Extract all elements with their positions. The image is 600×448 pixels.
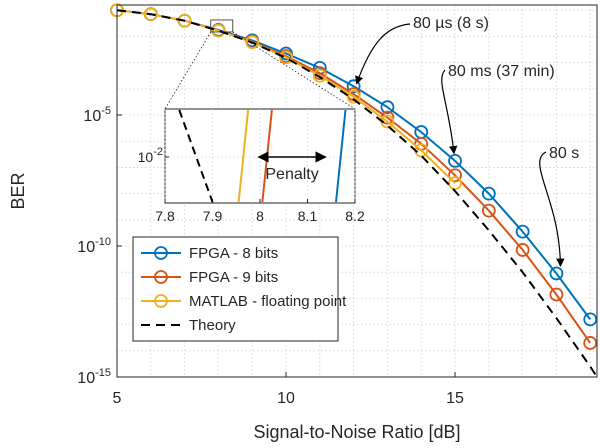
data-point-2 — [245, 35, 260, 50]
y-tick-label-exp: -5 — [101, 105, 111, 117]
y-axis-label: BER — [8, 172, 28, 209]
y-tick-label-base: 10 — [77, 239, 95, 256]
legend-label: FPGA - 9 bits — [189, 269, 278, 286]
data-point-0 — [549, 266, 564, 281]
data-point-0 — [481, 186, 496, 201]
inset-y-tick-label: 10-2 — [138, 146, 163, 165]
legend-label: Theory — [189, 317, 236, 334]
inset-x-tick-label: 7.9 — [203, 208, 223, 224]
annotation-arrow — [355, 23, 411, 85]
data-point-2 — [448, 176, 462, 191]
inset-series-line — [178, 109, 214, 203]
inset-zoom: 7.8 7.9 8 8.1 8.2 10-2 Penalty — [138, 108, 365, 224]
legend-label: FPGA - 8 bits — [189, 245, 278, 262]
x-tick-label: 15 — [446, 390, 464, 407]
y-tick-label-exp: -15 — [95, 367, 111, 379]
inset-x-tick-label: 8.1 — [298, 208, 318, 224]
annotation-label: 80 µs (8 s) — [413, 15, 489, 32]
inset-x-tick-label: 8 — [256, 208, 264, 224]
data-point-0 — [346, 79, 361, 94]
inset-y-tick-label-base: 10 — [138, 149, 154, 165]
zoom-connector — [164, 31, 212, 110]
y-tick-label-base: 10 — [83, 108, 101, 125]
zoom-region-box — [210, 19, 234, 33]
y-tick-label: 10-15 — [77, 367, 111, 387]
y-tick-label: 10-10 — [77, 236, 111, 256]
annotation-arrow — [539, 151, 565, 268]
annotation-arrow — [441, 69, 458, 155]
data-point-2 — [143, 7, 158, 22]
annotation-label: 80 s — [549, 145, 579, 162]
inset-series-line — [335, 109, 347, 203]
annotations: 80 µs (8 s) 80 ms (37 min) 80 s — [164, 15, 579, 268]
data-point-0 — [448, 153, 462, 168]
data-point-2 — [279, 50, 293, 65]
penalty-label: Penalty — [265, 166, 318, 183]
y-tick-label: 10-5 — [83, 105, 111, 125]
data-point-1 — [448, 168, 462, 183]
legend-marker — [154, 270, 168, 284]
data-point-1 — [549, 287, 564, 302]
x-tick-label: 10 — [277, 390, 295, 407]
series-line-3 — [116, 9, 598, 378]
legend-marker — [154, 294, 168, 308]
legend: FPGA - 8 bits FPGA - 9 bits MATLAB - float… — [132, 236, 347, 342]
y-tick-label-exp: -10 — [95, 236, 111, 248]
x-axis-ticks: 5 10 15 — [113, 372, 464, 407]
zoom-connector — [232, 31, 356, 110]
inset-frame — [164, 108, 356, 204]
inset-y-tick-label-exp: -2 — [153, 146, 163, 158]
data-point-0 — [515, 224, 530, 239]
y-tick-label-base: 10 — [77, 370, 95, 387]
legend-marker — [154, 246, 168, 260]
x-tick-label: 5 — [113, 390, 122, 407]
data-point-0 — [583, 312, 598, 327]
data-point-1 — [515, 243, 530, 257]
data-point-0 — [380, 100, 395, 115]
inset-series-line — [237, 109, 250, 203]
data-point-2 — [312, 68, 327, 83]
legend-label: MATLAB - floating point — [189, 293, 347, 310]
inset-x-tick-label: 8.2 — [345, 208, 365, 224]
data-point-1 — [583, 336, 598, 350]
data-point-2 — [211, 23, 226, 38]
data-point-2 — [346, 89, 361, 104]
annotation-label: 80 ms (37 min) — [448, 63, 555, 80]
x-axis-label: Signal-to-Noise Ratio [dB] — [253, 422, 460, 442]
plot-frame — [116, 4, 598, 378]
series-layer — [110, 3, 598, 378]
series-line-2 — [116, 9, 456, 184]
inset-x-tick-label: 7.8 — [155, 208, 175, 224]
data-point-2 — [177, 13, 192, 28]
data-point-1 — [481, 203, 496, 218]
